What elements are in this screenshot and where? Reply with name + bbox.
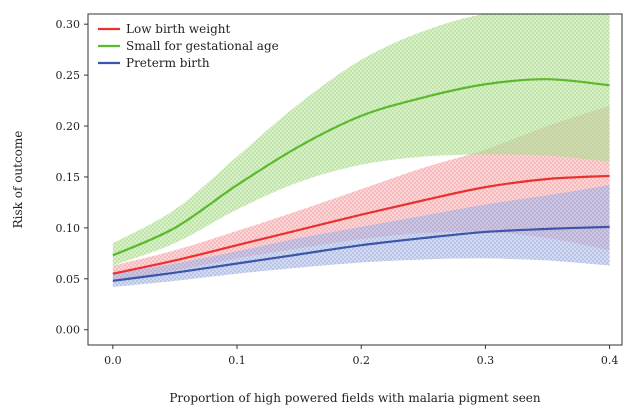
- legend-label: Preterm birth: [126, 56, 210, 70]
- band-preterm-birth: [112, 185, 610, 287]
- y-tick-label: 0.10: [56, 222, 81, 235]
- x-tick-label: 0.0: [104, 354, 122, 367]
- y-tick-label: 0.25: [56, 69, 81, 82]
- x-tick-label: 0.4: [601, 354, 619, 367]
- y-tick-label: 0.05: [56, 273, 81, 286]
- legend: Low birth weight Small for gestational ag…: [98, 22, 279, 70]
- y-tick-label: 0.00: [56, 324, 81, 337]
- legend-label: Small for gestational age: [126, 39, 279, 53]
- y-axis-label: Risk of outcome: [11, 131, 25, 229]
- line-small-for-gestational-age: [112, 78, 610, 257]
- line-preterm-birth: [112, 225, 610, 282]
- series-lines: [112, 78, 610, 282]
- y-tick-label: 0.15: [56, 171, 81, 184]
- band-low-birth-weight: [112, 105, 610, 281]
- x-tick-label: 0.1: [228, 354, 246, 367]
- y-tick-label: 0.30: [56, 18, 81, 31]
- legend-label: Low birth weight: [126, 22, 231, 36]
- x-tick-label: 0.3: [477, 354, 495, 367]
- y-tick-label: 0.20: [56, 120, 81, 133]
- line-low-birth-weight: [112, 174, 610, 275]
- band-small-for-gestational-age: [112, 14, 610, 266]
- axis-ticks: 0.0 0.1 0.2 0.3 0.4 0.00 0.05 0.10 0.15 0.20 0.25 0…: [56, 18, 619, 367]
- x-tick-label: 0.2: [352, 354, 370, 367]
- x-axis-label: Proportion of high powered fields with m…: [169, 391, 541, 405]
- confidence-bands: [112, 14, 610, 287]
- plot-frame: [87, 13, 623, 346]
